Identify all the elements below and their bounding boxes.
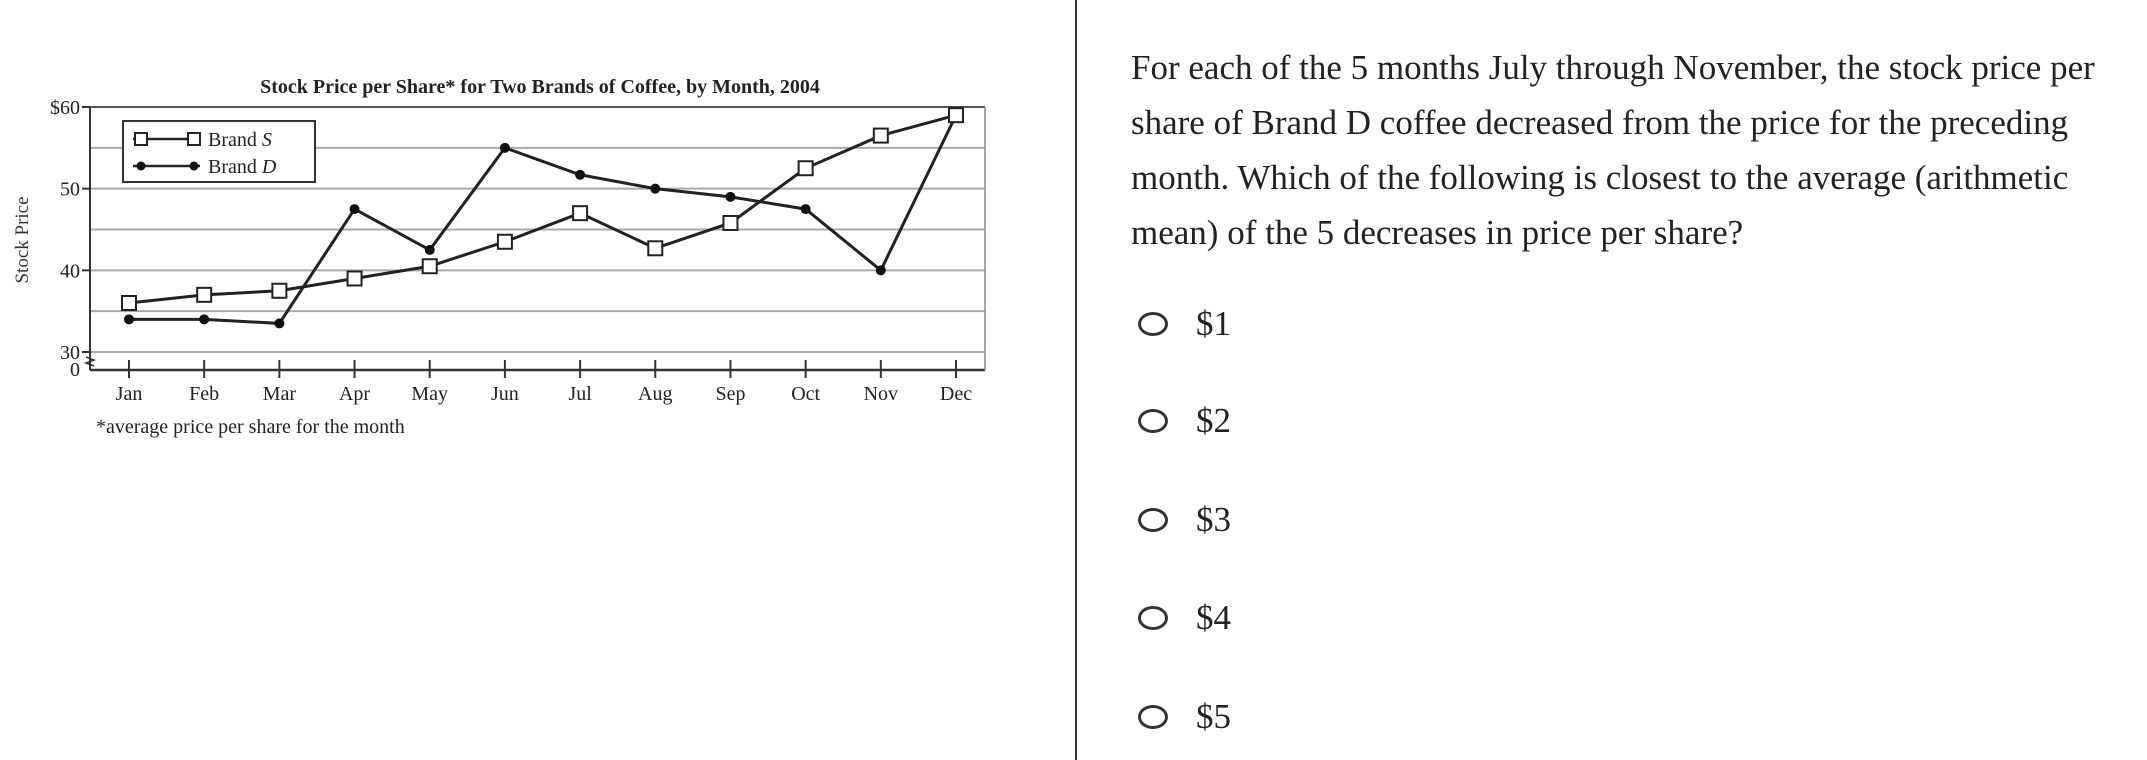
data-point-brand-d bbox=[349, 204, 360, 215]
data-point-brand-s bbox=[421, 258, 438, 275]
legend-label-brand-s: Brand S bbox=[208, 129, 272, 151]
data-point-brand-d bbox=[725, 191, 736, 202]
x-tick-label: Jul bbox=[568, 383, 592, 405]
line-chart: Stock Price per Share* for Two Brands of… bbox=[12, 76, 986, 438]
answer-option[interactable]: $5 bbox=[1138, 697, 1231, 737]
y-tick-label-zero: 0 bbox=[70, 359, 80, 381]
legend: Brand S Brand D bbox=[122, 120, 316, 183]
chart-title: Stock Price per Share* for Two Brands of… bbox=[260, 76, 820, 98]
data-point-brand-d bbox=[124, 314, 134, 325]
data-point-brand-s bbox=[271, 282, 288, 299]
legend-marker-brand-d bbox=[136, 161, 146, 171]
x-tick-label: Mar bbox=[263, 383, 297, 405]
x-tick-label: Feb bbox=[189, 383, 219, 405]
data-point-brand-d bbox=[875, 265, 886, 276]
answer-option-label: $4 bbox=[1196, 598, 1231, 637]
data-point-brand-s bbox=[872, 127, 889, 144]
y-tick-label: $60 bbox=[50, 97, 80, 119]
data-point-brand-d bbox=[800, 204, 811, 215]
answer-option[interactable]: $4 bbox=[1138, 598, 1231, 638]
panel-divider bbox=[1075, 0, 1077, 760]
series-line-brand-s bbox=[128, 113, 957, 305]
y-tick-label: 30 bbox=[60, 342, 80, 364]
y-tick-label: 50 bbox=[60, 179, 80, 201]
answer-option-label: $2 bbox=[1196, 401, 1231, 440]
x-tick-label: Apr bbox=[339, 383, 370, 405]
answer-option-label: $5 bbox=[1196, 697, 1231, 736]
data-point-brand-s bbox=[121, 295, 137, 311]
legend-marker-brand-s bbox=[134, 132, 148, 146]
radio-button[interactable] bbox=[1138, 312, 1168, 336]
x-tick-label: Sep bbox=[715, 383, 745, 405]
x-tick-label: Jun bbox=[491, 383, 519, 405]
data-point-brand-d bbox=[424, 244, 435, 255]
data-point-brand-d bbox=[199, 314, 210, 325]
answer-option[interactable]: $2 bbox=[1138, 401, 1231, 441]
y-axis-label: Stock Price bbox=[12, 196, 33, 283]
x-tick-label: Jan bbox=[116, 383, 143, 405]
data-point-brand-s bbox=[722, 214, 739, 231]
question-text: For each of the 5 months July through No… bbox=[1131, 48, 2095, 252]
y-tick-label: 40 bbox=[60, 260, 80, 282]
axis-break-icon bbox=[83, 356, 97, 367]
data-point-brand-d bbox=[650, 183, 661, 194]
data-point-brand-s bbox=[196, 286, 213, 303]
data-point-brand-s bbox=[496, 233, 513, 250]
data-point-brand-d bbox=[499, 142, 510, 153]
answer-option-label: $1 bbox=[1196, 304, 1231, 343]
x-tick-label: Dec bbox=[940, 383, 972, 405]
radio-button[interactable] bbox=[1138, 705, 1168, 729]
radio-button[interactable] bbox=[1138, 508, 1168, 532]
data-point-brand-s bbox=[647, 240, 664, 257]
legend-label-brand-d: Brand D bbox=[208, 156, 277, 178]
data-point-brand-s bbox=[948, 107, 964, 124]
legend-box bbox=[122, 120, 316, 183]
x-tick-label: May bbox=[411, 383, 448, 405]
data-point-brand-s bbox=[797, 160, 814, 177]
series-line-brand-d bbox=[129, 114, 958, 325]
x-tick-label: Oct bbox=[791, 383, 820, 405]
answer-option-label: $3 bbox=[1196, 500, 1231, 539]
answer-option[interactable]: $1 bbox=[1138, 304, 1231, 344]
data-point-brand-s bbox=[346, 270, 363, 287]
data-point-brand-d bbox=[274, 318, 285, 329]
chart-footnote: *average price per share for the month bbox=[96, 416, 405, 438]
x-tick-label: Aug bbox=[638, 383, 672, 405]
x-tick-label: Nov bbox=[864, 383, 898, 405]
data-point-brand-s bbox=[572, 205, 589, 222]
answer-option[interactable]: $3 bbox=[1138, 500, 1231, 540]
radio-button[interactable] bbox=[1138, 409, 1168, 433]
data-point-brand-d bbox=[575, 169, 586, 180]
radio-button[interactable] bbox=[1138, 606, 1168, 630]
